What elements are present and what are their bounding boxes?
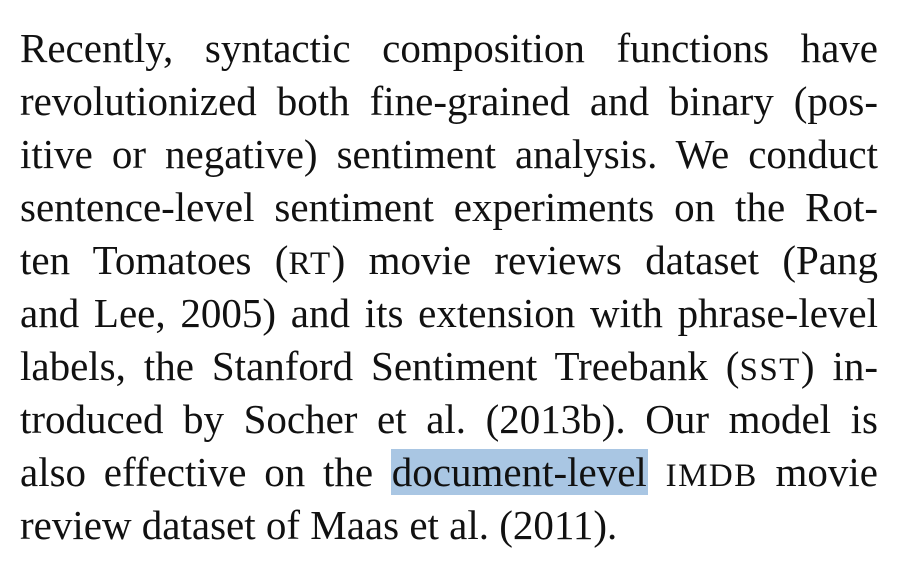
text-line-5: ten Tomatoes (RT) movie reviews dataset … [20, 234, 878, 287]
body-paragraph: Recently, syntactic composition function… [20, 22, 878, 552]
text-line-8: troduced by Socher et al. (2013b). Our m… [20, 396, 878, 442]
abbreviation-imdb: IMDB [665, 458, 758, 494]
text-segment: movie [757, 449, 879, 495]
text-line-4: sentence-level sentiment experiments on … [20, 184, 878, 230]
text-line-9: also effective on the document-level IMD… [20, 446, 878, 499]
abbreviation-rt: RT [288, 246, 332, 282]
text-line-3: itive or negative) sentiment analysis. W… [20, 131, 878, 177]
text-segment [648, 449, 666, 495]
selected-text-highlight[interactable]: document-level [390, 449, 648, 495]
abbreviation-sst: SST [739, 352, 801, 388]
text-segment: ) in- [800, 343, 878, 389]
text-line-2: revolutionized both fine-grained and bin… [20, 78, 878, 124]
text-line-10: review dataset of Maas et al. (2011). [20, 502, 618, 548]
text-segment: labels, the Stanford Sentiment Treebank … [20, 343, 740, 389]
text-segment: also effective on the [20, 449, 391, 495]
text-line-1: Recently, syntactic composition function… [20, 25, 878, 71]
text-line-6: and Lee, 2005) and its extension with ph… [20, 290, 878, 336]
text-segment: ten Tomatoes ( [20, 237, 289, 283]
text-line-7: labels, the Stanford Sentiment Treebank … [20, 340, 878, 393]
text-segment: ) movie reviews dataset (Pang [331, 237, 878, 283]
